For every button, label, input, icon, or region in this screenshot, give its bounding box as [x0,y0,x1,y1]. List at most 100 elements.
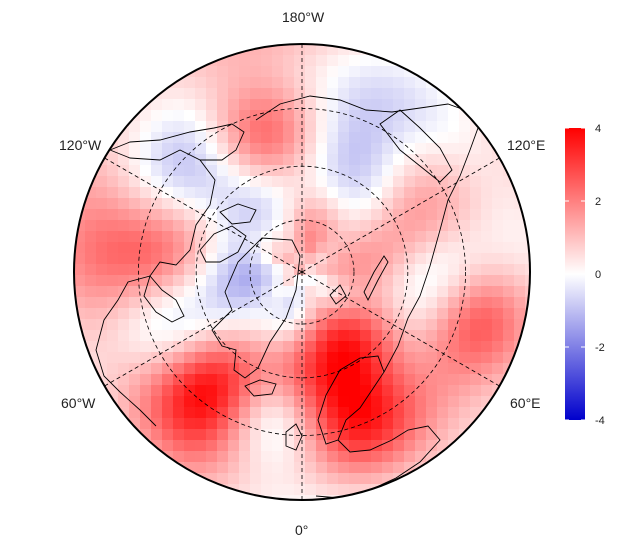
field-cell [250,297,262,309]
field-cell [261,55,273,67]
field-cell [404,319,416,331]
field-cell [261,275,273,287]
field-cell [173,77,185,89]
field-cell [85,319,97,331]
field-cell [316,77,328,89]
field-cell [162,154,174,166]
field-cell [448,363,460,375]
field-cell [316,231,328,243]
field-cell [338,297,350,309]
field-cell [360,363,372,375]
field-cell [250,231,262,243]
field-cell [239,308,251,320]
field-cell [426,407,438,419]
field-cell [239,495,251,500]
coastline-hudson-bay [143,275,185,323]
field-cell [404,88,416,100]
field-cell [338,187,350,199]
field-cell [118,176,130,188]
field-cell [272,176,284,188]
field-cell [481,396,493,408]
field-cell [195,308,207,320]
field-cell [261,187,273,199]
field-cell [327,484,339,496]
field-cell [118,286,130,298]
field-cell [338,55,350,67]
field-cell [316,418,328,430]
field-cell [470,407,482,419]
field-cell [415,297,427,309]
field-cell [338,99,350,111]
field-cell [415,341,427,353]
field-cell [470,264,482,276]
field-cell [492,231,504,243]
field-cell [272,275,284,287]
field-cell [261,165,273,177]
lon-label-120e: 120°E [507,137,546,153]
field-cell [294,110,306,122]
field-cell [426,209,438,221]
field-cell [525,264,530,276]
field-cell [360,187,372,199]
field-cell [316,154,328,166]
field-cell [96,264,108,276]
field-cell [371,407,383,419]
field-cell [382,308,394,320]
field-cell [448,143,460,155]
field-cell [173,319,185,331]
field-cell [118,242,130,254]
field-cell [107,363,119,375]
field-cell [470,363,482,375]
field-cell [404,187,416,199]
field-cell [151,297,163,309]
field-cell [272,352,284,364]
field-cell [382,407,394,419]
field-cell [349,418,361,430]
field-cell [239,407,251,419]
field-cell [250,330,262,342]
field-cell [371,209,383,221]
field-cell [184,297,196,309]
field-cell [437,198,449,210]
field-cell [514,308,526,320]
field-cell [272,473,284,485]
field-cell [239,330,251,342]
field-cell [492,308,504,320]
field-cell [481,264,493,276]
field-cell [173,286,185,298]
field-cell [349,187,361,199]
field-cell [371,396,383,408]
field-cell [448,187,460,199]
field-cell [239,77,251,89]
field-cell [107,198,119,210]
field-cell [371,330,383,342]
field-cell [437,396,449,408]
field-cell [217,440,229,452]
field-cell [327,396,339,408]
field-cell [437,77,449,89]
field-cell [228,308,240,320]
field-cell [239,385,251,397]
field-cell [195,132,207,144]
field-cell [283,44,295,56]
field-cell [283,286,295,298]
field-cell [305,77,317,89]
field-cell [283,341,295,353]
field-cell [206,286,218,298]
field-cell [371,44,383,56]
field-cell [151,231,163,243]
field-cell [305,110,317,122]
field-cell [470,275,482,287]
field-cell [184,242,196,254]
field-cell [74,286,86,298]
field-cell [206,253,218,265]
field-cell [514,330,526,342]
field-cell [393,110,405,122]
field-cell [261,363,273,375]
field-cell [382,440,394,452]
field-cell [206,319,218,331]
field-cell [327,264,339,276]
field-cell [129,275,141,287]
field-cell [239,451,251,463]
field-cell [371,99,383,111]
